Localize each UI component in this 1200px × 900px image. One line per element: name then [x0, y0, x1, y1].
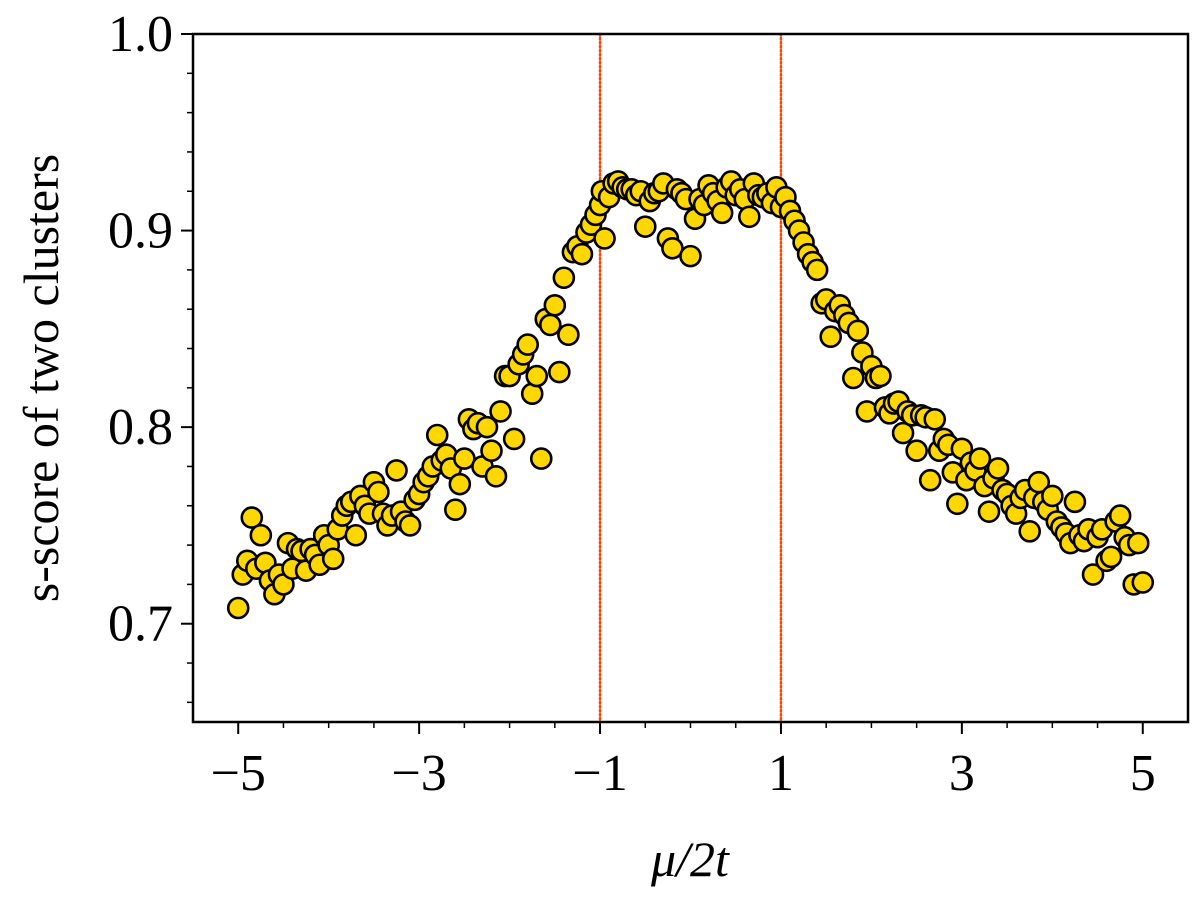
- x-tick-label: 5: [1130, 745, 1156, 802]
- data-point: [1041, 484, 1064, 508]
- data-point: [737, 205, 761, 229]
- data-point: [1081, 563, 1105, 586]
- y-tick-label: 0.9: [108, 203, 173, 260]
- data-point: [819, 325, 843, 349]
- data-point: [570, 242, 594, 266]
- data-point: [226, 596, 250, 620]
- data-point: [1063, 490, 1087, 514]
- data-point: [398, 514, 422, 537]
- data-point: [543, 293, 567, 317]
- data-point: [1108, 504, 1132, 527]
- data-point: [1018, 520, 1042, 543]
- y-axis-label: s-score of two clusters: [13, 154, 69, 603]
- data-point: [805, 258, 829, 282]
- y-tick-label: 1.0: [108, 6, 173, 63]
- data-point: [557, 323, 580, 347]
- data-point: [633, 215, 657, 238]
- x-axis-label: μ/2t: [650, 831, 730, 887]
- data-points: [226, 170, 1155, 620]
- data-point: [367, 480, 390, 504]
- data-point: [344, 523, 368, 547]
- data-point: [240, 506, 264, 529]
- data-point: [1099, 545, 1123, 569]
- data-point: [593, 227, 616, 250]
- data-point: [475, 415, 499, 439]
- data-point: [529, 447, 553, 470]
- data-point: [679, 244, 702, 268]
- plot-frame: [191, 32, 1190, 724]
- data-point: [552, 266, 576, 290]
- data-point: [869, 364, 892, 388]
- data-point: [1131, 571, 1155, 594]
- data-point: [249, 523, 273, 547]
- reference-lines: [598, 32, 783, 724]
- data-point: [986, 457, 1010, 480]
- data-point: [548, 360, 571, 384]
- axes: −5 −3 −1 1 3 5 0.7 0.8 0.9 1.0: [108, 6, 1190, 802]
- data-point: [918, 468, 942, 492]
- data-point: [977, 500, 1001, 523]
- data-point: [946, 492, 969, 516]
- data-point: [489, 400, 512, 423]
- data-point: [923, 407, 947, 431]
- data-point: [444, 498, 467, 522]
- x-tick-label: −3: [391, 745, 446, 802]
- data-point: [484, 464, 508, 488]
- data-point: [905, 439, 928, 463]
- data-point: [385, 459, 408, 482]
- data-point: [502, 427, 526, 451]
- x-tick-label: 3: [949, 745, 975, 802]
- x-tick-label: −1: [572, 745, 627, 802]
- data-point: [516, 333, 539, 356]
- data-point: [891, 421, 915, 445]
- data-point: [448, 472, 472, 496]
- y-tick-label: 0.8: [108, 399, 173, 456]
- x-tick-label: −5: [211, 745, 266, 802]
- data-point: [425, 423, 449, 447]
- data-point: [1126, 531, 1150, 555]
- data-point: [855, 400, 879, 423]
- data-point: [710, 201, 734, 225]
- data-point: [321, 547, 345, 571]
- data-point: [480, 439, 503, 463]
- data-point: [846, 319, 870, 343]
- data-point: [538, 313, 562, 337]
- data-point: [968, 447, 992, 470]
- y-tick-label: 0.7: [108, 596, 173, 653]
- x-tick-label: 1: [768, 745, 794, 802]
- data-point: [525, 364, 549, 388]
- data-point: [842, 366, 865, 390]
